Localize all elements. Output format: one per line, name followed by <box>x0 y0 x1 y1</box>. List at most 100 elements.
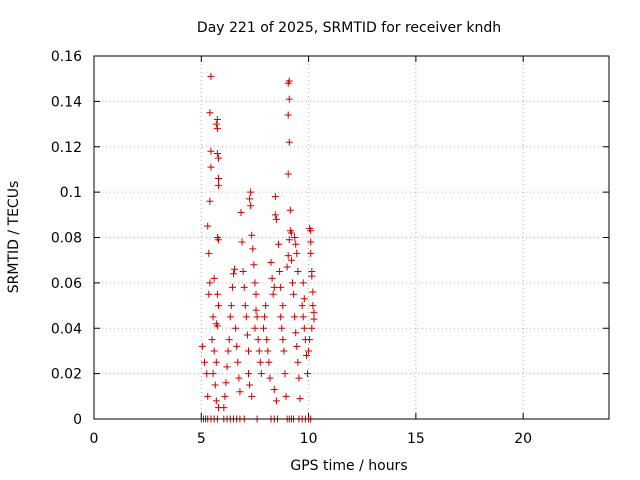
x-tick-label: 15 <box>407 431 425 447</box>
data-point <box>270 386 278 394</box>
y-tick-label: 0.08 <box>51 231 82 247</box>
data-point <box>213 150 221 158</box>
data-point <box>214 175 222 183</box>
data-point <box>307 249 315 257</box>
data-point <box>205 290 213 298</box>
data-point <box>213 116 221 124</box>
data-point <box>285 77 293 85</box>
data-point <box>252 306 260 314</box>
data-point <box>256 358 264 366</box>
data-point <box>310 315 318 323</box>
data-point <box>263 336 271 344</box>
data-point <box>227 302 235 310</box>
data-point <box>245 347 252 355</box>
data-point <box>223 363 231 371</box>
data-point <box>309 288 317 296</box>
data-point <box>240 283 248 291</box>
data-point <box>213 322 221 330</box>
data-point <box>247 188 255 196</box>
data-point <box>254 336 262 344</box>
data-point <box>305 347 313 355</box>
data-point <box>283 263 291 271</box>
data-point <box>286 206 294 214</box>
data-point <box>302 351 310 359</box>
data-point <box>212 358 220 366</box>
y-tick-label: 0.06 <box>51 276 82 292</box>
data-point <box>307 238 315 246</box>
y-tick-label: 0.16 <box>51 49 82 65</box>
data-point <box>204 392 212 400</box>
data-point <box>291 234 299 241</box>
data-point <box>222 379 230 387</box>
x-tick-label: 10 <box>300 431 318 447</box>
data-point <box>204 222 212 230</box>
data-point <box>281 370 289 378</box>
data-point <box>208 336 216 344</box>
data-point <box>293 342 301 350</box>
data-point <box>224 347 232 355</box>
data-point <box>308 324 316 332</box>
data-point <box>293 249 301 257</box>
data-point <box>250 261 258 269</box>
data-point <box>284 170 292 178</box>
data-point <box>308 272 316 280</box>
data-point <box>260 324 268 332</box>
data-point <box>251 324 259 332</box>
data-point <box>248 392 256 400</box>
data-point <box>265 358 273 366</box>
data-point <box>237 209 245 217</box>
data-point <box>294 358 302 366</box>
data-point <box>251 279 259 287</box>
data-point <box>279 302 287 310</box>
data-point <box>241 302 249 310</box>
data-point <box>214 154 222 162</box>
data-point <box>300 295 308 303</box>
data-point <box>214 236 222 244</box>
data-point <box>255 347 263 355</box>
data-point <box>285 236 293 244</box>
data-point <box>245 370 252 378</box>
data-point <box>206 279 214 287</box>
data-point <box>205 249 213 257</box>
data-point <box>287 256 295 264</box>
data-point <box>248 231 256 239</box>
data-point <box>234 358 242 366</box>
data-point <box>207 163 215 171</box>
data-point <box>210 274 218 282</box>
data-point <box>264 347 272 355</box>
data-point <box>292 329 300 337</box>
data-point <box>288 279 296 287</box>
y-axis-label: SRMTID / TECUs <box>6 181 22 294</box>
y-tick-label: 0.12 <box>51 140 82 156</box>
data-point <box>307 227 315 235</box>
chart-title: Day 221 of 2025, SRMTID for receiver knd… <box>197 20 501 36</box>
data-point <box>209 370 217 378</box>
data-point <box>213 290 221 298</box>
data-point <box>252 290 260 298</box>
plot-frame <box>93 55 610 420</box>
data-point <box>236 388 244 396</box>
data-point <box>233 342 241 350</box>
data-point <box>275 240 283 248</box>
data-point <box>242 313 250 321</box>
data-point <box>212 397 220 405</box>
x-tick-label: 5 <box>197 431 206 447</box>
data-point <box>292 240 300 248</box>
y-tick-label: 0.02 <box>51 367 82 383</box>
data-point <box>298 302 306 310</box>
data-point <box>209 313 217 321</box>
data-point <box>211 381 219 389</box>
x-tick-label: 20 <box>514 431 532 447</box>
y-tick-label: 0.1 <box>60 185 82 201</box>
data-point <box>290 290 298 298</box>
y-tick-label: 0.04 <box>51 321 82 337</box>
data-point <box>279 336 287 344</box>
data-point <box>285 95 293 103</box>
y-tick-label: 0 <box>73 412 82 428</box>
data-point <box>246 381 254 389</box>
data-point <box>310 308 318 316</box>
data-point <box>247 202 255 210</box>
data-point <box>266 374 274 382</box>
data-point <box>213 125 221 133</box>
